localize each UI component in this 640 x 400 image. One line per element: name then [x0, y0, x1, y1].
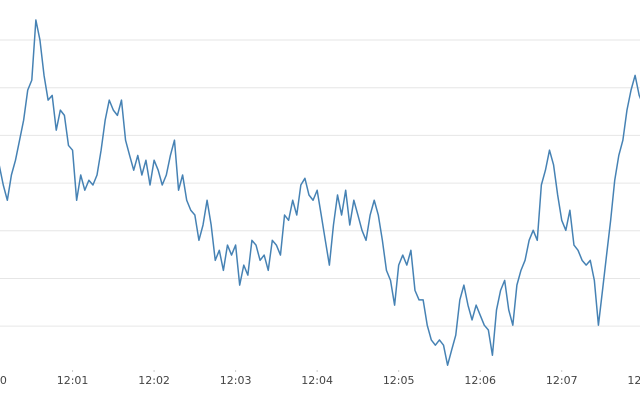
- x-tick-label: 12:02: [138, 374, 170, 387]
- x-tick-label: 12:01: [57, 374, 89, 387]
- data-line: [0, 19, 640, 366]
- x-axis: 12:00 12:01 12:02 12:03 12:04 12:05 12:06 12:07…: [0, 370, 640, 387]
- x-tick-label: 12:07: [546, 374, 578, 387]
- x-tick-label: 12:00: [0, 374, 7, 387]
- grid: [0, 39, 640, 327]
- x-tick-label: 12:04: [301, 374, 333, 387]
- x-tick-label: 12:05: [383, 374, 415, 387]
- x-tick-label: 12:08: [627, 374, 640, 387]
- x-tick-label: 12:03: [220, 374, 252, 387]
- x-tick-label: 12:06: [464, 374, 496, 387]
- plot-area: [0, 19, 640, 366]
